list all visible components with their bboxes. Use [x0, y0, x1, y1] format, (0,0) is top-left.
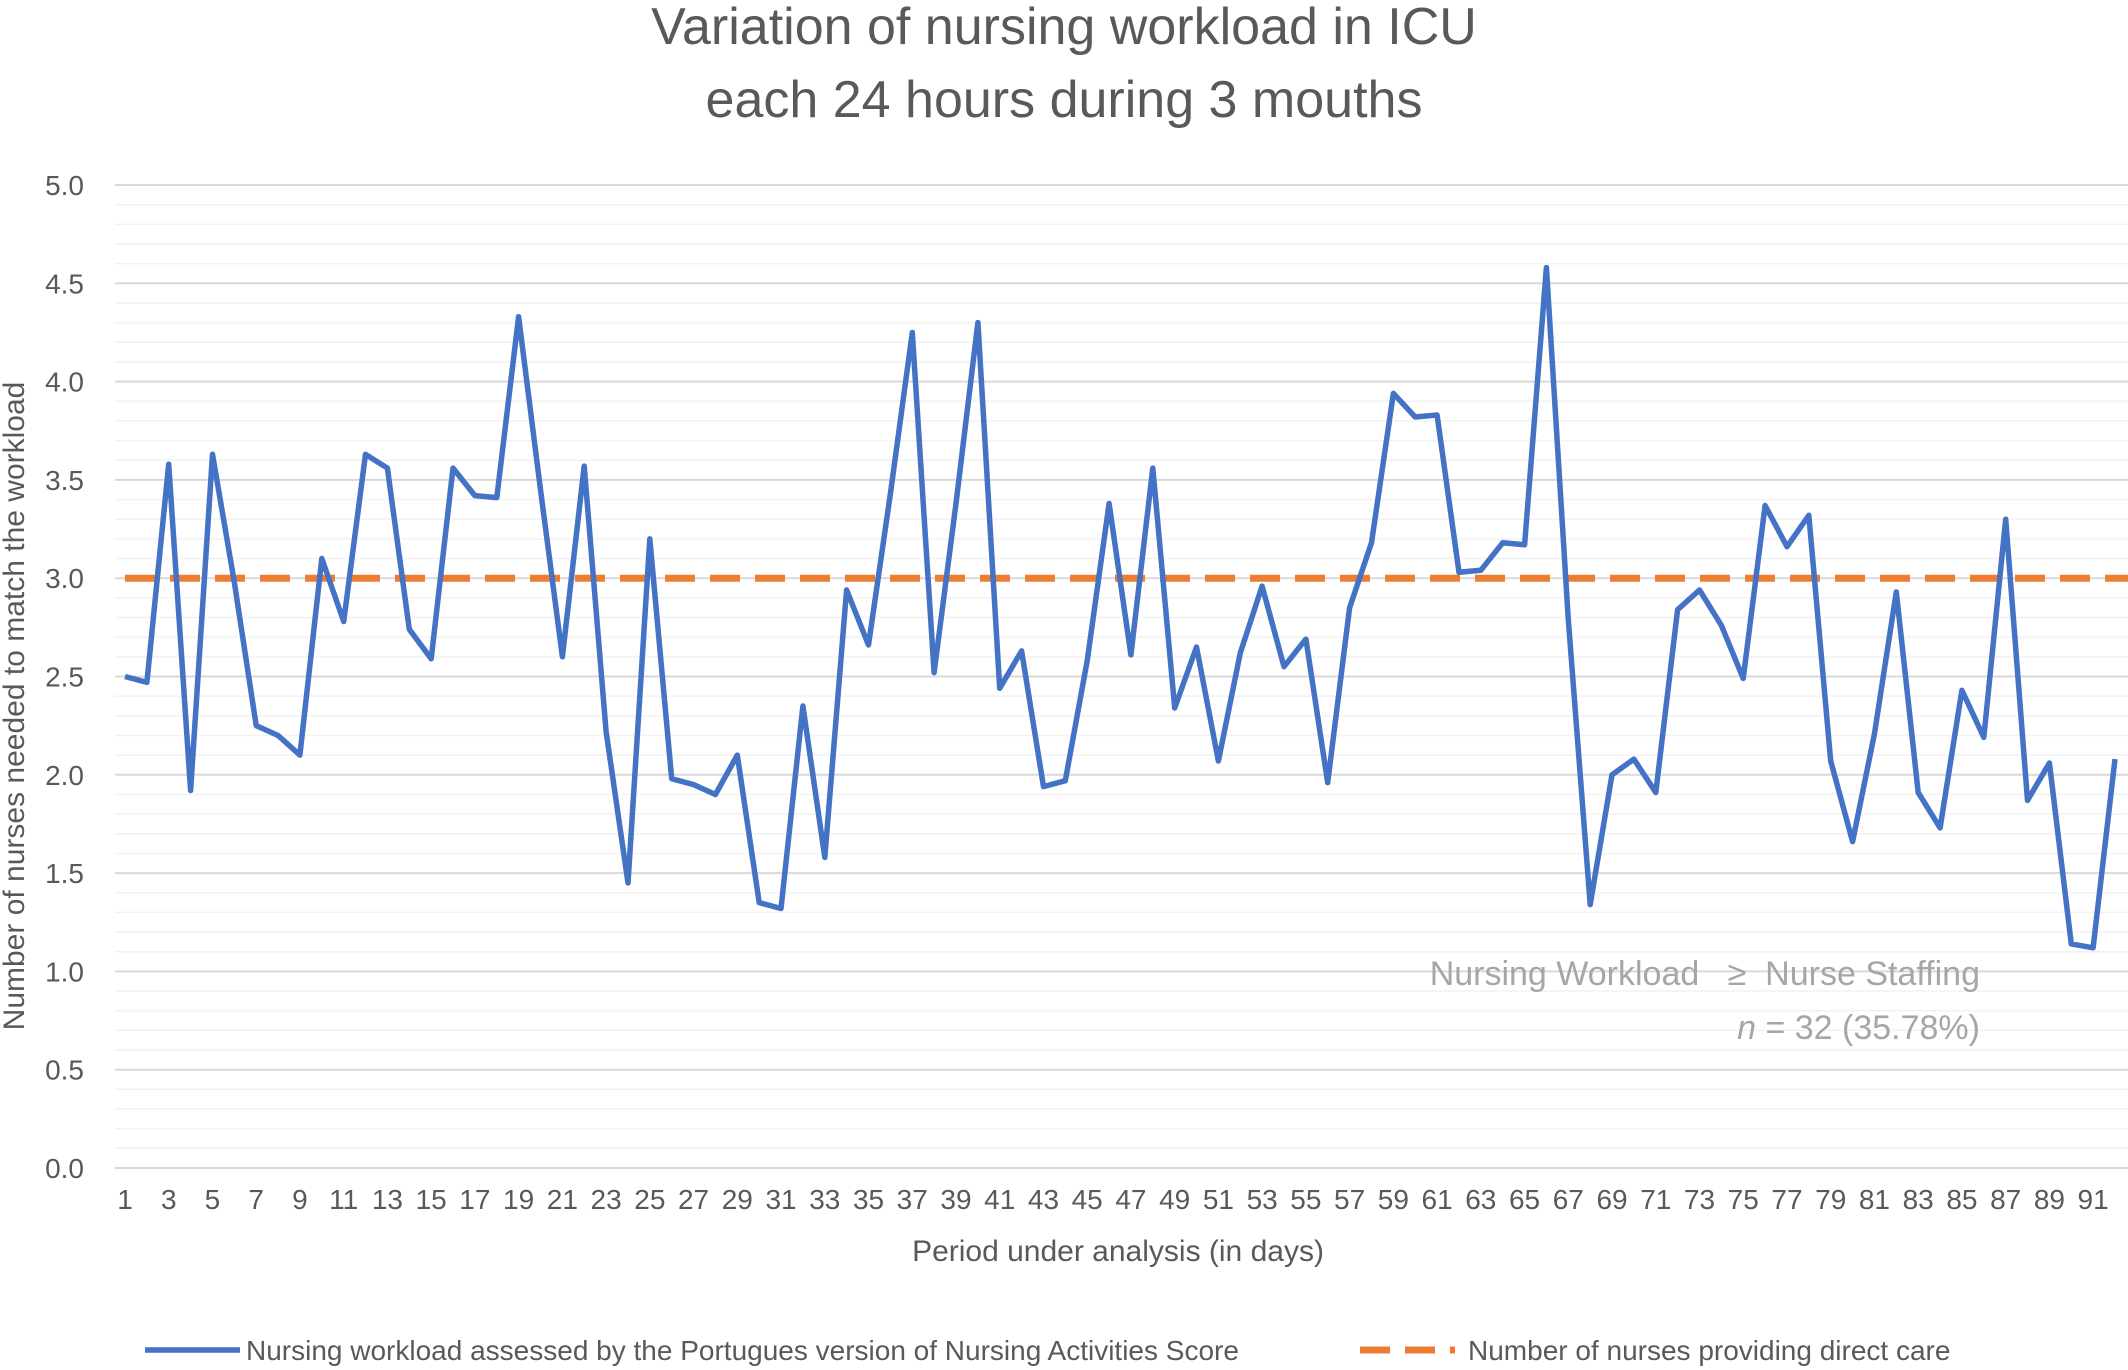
series-group	[124, 264, 2128, 951]
y-axis-label: Number of nurses needed to match the wor…	[0, 382, 31, 1031]
x-tick-label: 41	[984, 1184, 1015, 1215]
y-tick-label: 3.5	[45, 465, 84, 496]
annotation-count: = 32 (35.78%)	[1756, 1009, 1980, 1047]
y-tick-label: 1.5	[45, 858, 84, 889]
x-tick-label: 11	[329, 1184, 358, 1215]
x-tick-label: 67	[1553, 1184, 1584, 1215]
x-tick-label: 49	[1159, 1184, 1190, 1215]
x-axis-ticks: 1 3 5 7 9 11 13 15 17 19 21 23 25 27 29 31 33 35 37 39 41 43 4…	[117, 1184, 2108, 1215]
x-tick-label: 51	[1203, 1184, 1234, 1215]
x-tick-label: 5	[205, 1184, 221, 1215]
x-tick-label: 29	[722, 1184, 753, 1215]
x-tick-label: 21	[547, 1184, 578, 1215]
x-tick-label: 1	[117, 1184, 133, 1215]
y-tick-label: 0.0	[45, 1153, 84, 1184]
x-tick-label: 69	[1596, 1184, 1627, 1215]
x-tick-label: 59	[1378, 1184, 1409, 1215]
x-tick-label: 57	[1334, 1184, 1365, 1215]
annotation-line-1: Nursing Workload ≥ Nurse Staffing	[1430, 955, 1980, 993]
x-tick-label: 7	[248, 1184, 264, 1215]
y-tick-label: 1.0	[45, 956, 84, 987]
x-tick-label: 81	[1859, 1184, 1890, 1215]
legend-label-2: Number of nurses providing direct care	[1468, 1335, 1950, 1366]
x-tick-label: 43	[1028, 1184, 1059, 1215]
annotation-n-symbol: n	[1737, 1009, 1756, 1047]
x-tick-label: 31	[765, 1184, 796, 1215]
x-tick-label: 33	[809, 1184, 840, 1215]
x-tick-label: 15	[416, 1184, 447, 1215]
chart-title-line-2: each 24 hours during 3 mouths	[705, 71, 1423, 129]
chart-title-line-1: Variation of nursing workload in ICU	[651, 0, 1477, 56]
x-tick-label: 19	[503, 1184, 534, 1215]
x-tick-label: 55	[1290, 1184, 1321, 1215]
x-tick-label: 23	[591, 1184, 622, 1215]
x-tick-label: 45	[1072, 1184, 1103, 1215]
x-tick-label: 25	[634, 1184, 665, 1215]
annotation-line-2: n = 32 (35.78%)	[1737, 1009, 1980, 1047]
x-tick-label: 13	[372, 1184, 403, 1215]
x-tick-label: 89	[2034, 1184, 2065, 1215]
x-tick-label: 83	[1903, 1184, 1934, 1215]
y-tick-label: 0.5	[45, 1055, 84, 1086]
x-tick-label: 35	[853, 1184, 884, 1215]
x-axis-label: Period under analysis (in days)	[912, 1235, 1324, 1268]
legend: Nursing workload assessed by the Portugu…	[145, 1335, 1950, 1366]
x-tick-label: 79	[1815, 1184, 1846, 1215]
y-tick-label: 4.5	[45, 268, 84, 299]
x-tick-label: 9	[292, 1184, 308, 1215]
x-tick-label: 17	[459, 1184, 490, 1215]
gridlines	[115, 184, 2128, 1150]
y-tick-label: 3.0	[45, 563, 84, 594]
x-tick-label: 47	[1115, 1184, 1146, 1215]
x-tick-label: 63	[1465, 1184, 1496, 1215]
x-tick-label: 75	[1728, 1184, 1759, 1215]
x-tick-label: 77	[1771, 1184, 1802, 1215]
y-tick-label: 4.0	[45, 367, 84, 398]
x-tick-label: 53	[1247, 1184, 1278, 1215]
y-tick-label: 2.5	[45, 662, 84, 693]
x-tick-label: 27	[678, 1184, 709, 1215]
x-tick-label: 65	[1509, 1184, 1540, 1215]
x-tick-label: 37	[897, 1184, 928, 1215]
x-tick-label: 61	[1422, 1184, 1453, 1215]
y-tick-label: 5.0	[45, 170, 84, 201]
x-tick-label: 3	[161, 1184, 177, 1215]
x-tick-label: 39	[940, 1184, 971, 1215]
y-tick-label: 2.0	[45, 760, 84, 791]
y-axis-ticks: 0.0 0.5 1.0 1.5 2.0 2.5 3.0 3.5 4.0 4.5 5.0	[45, 170, 84, 1184]
legend-label-1: Nursing workload assessed by the Portugu…	[246, 1335, 1239, 1366]
x-tick-label: 87	[1990, 1184, 2021, 1215]
x-tick-label: 73	[1684, 1184, 1715, 1215]
x-tick-label: 91	[2078, 1184, 2109, 1215]
x-tick-label: 71	[1640, 1184, 1671, 1215]
series-line-1	[124, 264, 2118, 951]
x-tick-label: 85	[1946, 1184, 1977, 1215]
